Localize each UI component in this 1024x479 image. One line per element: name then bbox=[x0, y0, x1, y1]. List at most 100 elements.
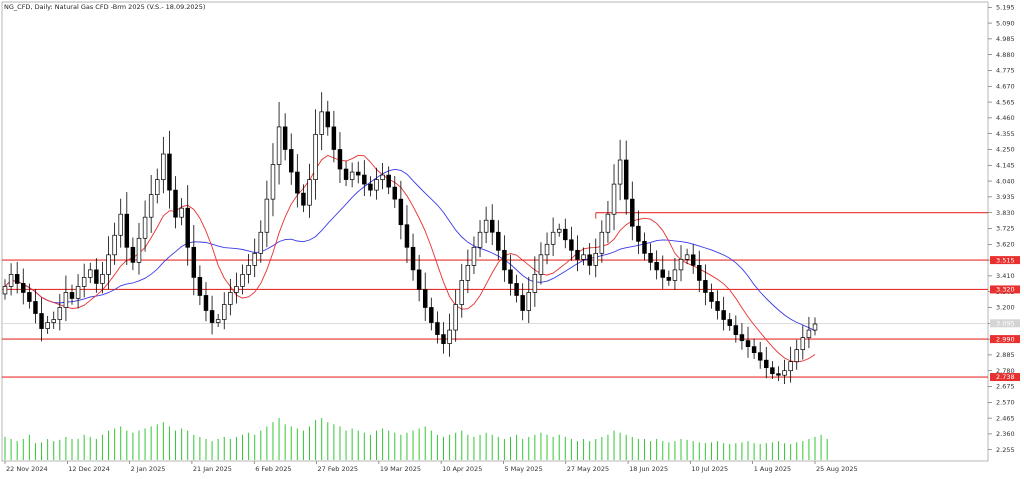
candle-body bbox=[581, 254, 586, 260]
y-tick-label: 4.985 bbox=[996, 35, 1015, 43]
candle-body bbox=[234, 286, 239, 293]
candle-body bbox=[782, 370, 787, 376]
candle-body bbox=[45, 322, 50, 329]
candle-body bbox=[593, 252, 598, 266]
candle-body bbox=[429, 307, 434, 323]
y-tick-label: 4.355 bbox=[996, 130, 1015, 138]
candle-body bbox=[27, 292, 32, 302]
x-tick-label: 1 Aug 2025 bbox=[754, 465, 792, 473]
candle-body bbox=[630, 198, 635, 227]
candle-body bbox=[179, 207, 184, 218]
level-tag-label: 2.738 bbox=[996, 373, 1015, 381]
candle-body bbox=[258, 231, 264, 254]
candle-body bbox=[550, 231, 556, 245]
candle-body bbox=[422, 289, 428, 308]
candle-body bbox=[648, 252, 653, 263]
candle-body bbox=[672, 269, 678, 281]
y-tick-label: 3.410 bbox=[996, 272, 1015, 280]
candle-body bbox=[526, 292, 531, 311]
candle-body bbox=[362, 174, 367, 185]
candle-body bbox=[392, 186, 398, 200]
y-tick-label: 3.620 bbox=[996, 240, 1015, 248]
candle-body bbox=[264, 198, 270, 233]
y-tick-label: 3.725 bbox=[996, 225, 1015, 233]
y-tick-label: 5.090 bbox=[996, 19, 1015, 27]
candle-body bbox=[459, 280, 465, 305]
candle-body bbox=[709, 292, 714, 302]
y-tick-label: 3.200 bbox=[996, 304, 1015, 312]
candle-body bbox=[764, 359, 769, 369]
x-tick-label: 2 Jan 2025 bbox=[131, 465, 166, 473]
candle-body bbox=[130, 246, 136, 263]
candle-body bbox=[520, 295, 525, 311]
candle-body bbox=[642, 240, 647, 254]
candle-body bbox=[325, 111, 331, 128]
candle-body bbox=[416, 269, 422, 290]
y-tick-label: 4.670 bbox=[996, 82, 1015, 90]
price-axis: 5.195 5.090 4.985 4.880 4.775 4.670 4.565 4.460… bbox=[988, 3, 1020, 454]
candle-body bbox=[654, 262, 659, 271]
candle-body bbox=[739, 334, 745, 341]
x-tick-label: 10 Jul 2025 bbox=[691, 465, 728, 473]
candle-body bbox=[100, 274, 105, 284]
candle-body bbox=[496, 231, 501, 251]
candle-body bbox=[295, 171, 300, 194]
candle-body bbox=[88, 269, 93, 278]
candle-body bbox=[715, 301, 720, 311]
y-tick-label: 4.775 bbox=[996, 67, 1015, 75]
y-tick-label: 2.570 bbox=[996, 399, 1015, 407]
candle-body bbox=[185, 207, 190, 248]
candle-body bbox=[788, 361, 793, 372]
y-tick-label: 2.465 bbox=[996, 414, 1015, 422]
candle-body bbox=[599, 231, 605, 254]
candle-body bbox=[751, 346, 757, 353]
candle-body bbox=[806, 329, 812, 338]
candle-body bbox=[794, 349, 799, 363]
candle-body bbox=[666, 277, 672, 281]
y-tick-label: 2.675 bbox=[996, 383, 1015, 391]
candle-body bbox=[757, 352, 763, 361]
candle-body bbox=[465, 265, 471, 281]
candle-body bbox=[69, 292, 75, 299]
candle-body bbox=[477, 231, 483, 248]
candle-body bbox=[587, 254, 592, 266]
candle-body bbox=[167, 153, 172, 191]
candle-body bbox=[124, 213, 130, 248]
candle-body bbox=[106, 254, 111, 275]
candle-body bbox=[721, 310, 726, 320]
candle-body bbox=[489, 219, 495, 233]
chart-title: NG_CFD, Daily: Natural Gas CFD -Brm 2025… bbox=[4, 3, 205, 11]
y-tick-label: 4.460 bbox=[996, 114, 1015, 122]
candle-body bbox=[684, 254, 690, 260]
candle-body bbox=[556, 228, 562, 233]
candle-body bbox=[471, 246, 477, 266]
level-tag-label: 2.990 bbox=[996, 335, 1015, 343]
candle-body bbox=[246, 265, 251, 275]
candle-body bbox=[508, 269, 513, 284]
candle-body bbox=[563, 228, 568, 241]
candle-body bbox=[355, 171, 361, 176]
level-tag-label: 3.515 bbox=[996, 256, 1015, 264]
candle-body bbox=[800, 337, 806, 350]
level-tag bbox=[990, 373, 1020, 382]
level-tag-label: 3.320 bbox=[996, 286, 1015, 294]
candle-body bbox=[209, 310, 215, 323]
candles bbox=[2, 92, 818, 384]
candle-body bbox=[812, 323, 818, 331]
candle-body bbox=[611, 183, 617, 215]
candle-body bbox=[81, 277, 87, 287]
candle-body bbox=[404, 224, 410, 248]
candle-body bbox=[75, 286, 81, 299]
y-tick-label: 4.250 bbox=[996, 146, 1015, 154]
candle-body bbox=[197, 277, 203, 296]
candle-body bbox=[502, 249, 507, 271]
y-tick-label: 3.830 bbox=[996, 209, 1015, 217]
candle-body bbox=[447, 329, 452, 344]
x-tick-label: 12 Dec 2024 bbox=[68, 465, 110, 473]
candle-body bbox=[483, 219, 489, 233]
candle-body bbox=[538, 254, 544, 275]
x-tick-label: 22 Nov 2024 bbox=[6, 465, 48, 473]
